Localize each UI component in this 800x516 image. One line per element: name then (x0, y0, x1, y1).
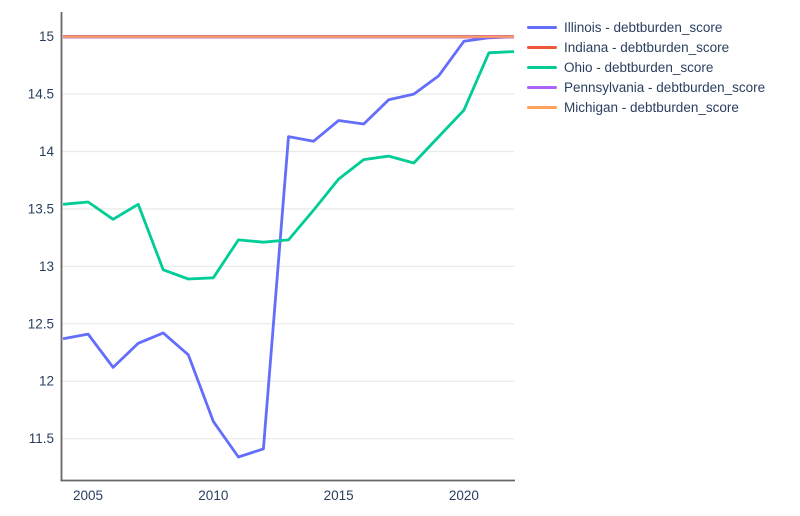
gridlines (61, 36, 515, 440)
legend-line-swatch (527, 85, 557, 89)
series-line-illinois (62, 35, 515, 459)
legend-item-ohio[interactable]: Ohio - debtburden_score (527, 57, 765, 77)
legend-line-swatch (527, 25, 557, 29)
y-tick-label-13: 13 (39, 259, 54, 274)
legend-label: Ohio - debtburden_score (564, 59, 714, 75)
legend-line-swatch (527, 45, 557, 49)
legend-label: Illinois - debtburden_score (564, 19, 723, 35)
series-lines (62, 35, 515, 459)
axis-tick-labels: 11.5 12 12.5 13 13.5 14 14.5 15 2005 2010 2015 2020 (28, 29, 479, 503)
x-tick-label-2020: 2020 (449, 488, 479, 503)
legend-label: Pennsylvania - debtburden_score (564, 79, 766, 95)
x-tick-label-2010: 2010 (198, 488, 228, 503)
legend: Illinois - debtburden_score Indiana - deb… (527, 17, 765, 117)
x-tick-label-2005: 2005 (73, 488, 103, 503)
y-tick-label-12.5: 12.5 (28, 316, 54, 331)
legend-label: Michigan - debtburden_score (564, 99, 739, 115)
legend-label: Indiana - debtburden_score (564, 39, 730, 55)
legend-item-indiana[interactable]: Indiana - debtburden_score (527, 37, 765, 57)
y-tick-label-14: 14 (39, 144, 55, 159)
x-tick-label-2015: 2015 (324, 488, 354, 503)
axes (60, 12, 515, 482)
legend-item-michigan[interactable]: Michigan - debtburden_score (527, 97, 765, 117)
legend-line-swatch (527, 105, 557, 109)
legend-item-illinois[interactable]: Illinois - debtburden_score (527, 17, 765, 37)
y-tick-label-11.5: 11.5 (29, 431, 54, 446)
series-line-ohio (62, 50, 515, 281)
legend-item-pennsylvania[interactable]: Pennsylvania - debtburden_score (527, 77, 765, 97)
legend-line-swatch (527, 65, 557, 69)
y-tick-label-14.5: 14.5 (28, 87, 54, 102)
y-tick-label-15: 15 (39, 29, 54, 44)
y-tick-label-12: 12 (39, 374, 54, 389)
y-tick-label-13.5: 13.5 (28, 201, 54, 216)
